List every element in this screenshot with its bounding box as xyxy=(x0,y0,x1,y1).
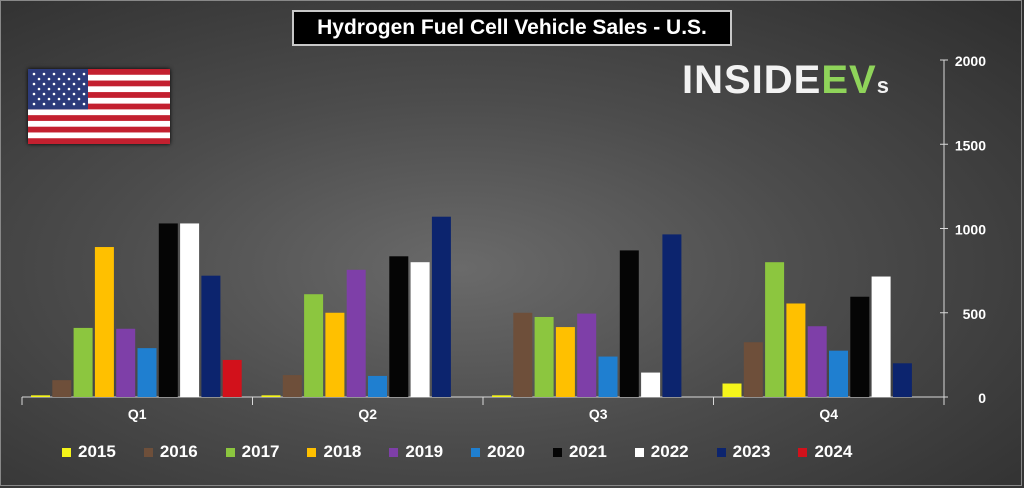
x-category-label: Q4 xyxy=(819,406,838,422)
legend-swatch xyxy=(307,447,317,457)
legend-swatch xyxy=(225,447,235,457)
legend-item-2022: 2022 xyxy=(634,442,689,462)
bar-2023-q3 xyxy=(662,234,682,397)
bar-2022-q3 xyxy=(641,372,661,397)
legend-swatch xyxy=(471,447,481,457)
legend-swatch xyxy=(634,447,644,457)
legend-item-2019: 2019 xyxy=(389,442,443,462)
legend-label: 2021 xyxy=(568,442,607,461)
bar-2017-q3 xyxy=(534,316,554,397)
bar-2015-q4 xyxy=(722,383,742,397)
bar-2015-q3 xyxy=(492,395,511,397)
legend-item-2016: 2016 xyxy=(143,442,198,462)
bar-2019-q2 xyxy=(346,269,366,397)
legend-label: 2020 xyxy=(487,442,525,461)
bar-2015-q2 xyxy=(261,395,281,397)
bar-2019-q3 xyxy=(577,313,597,397)
legend-label: 2018 xyxy=(323,442,362,461)
bar-2020-q2 xyxy=(368,375,387,397)
bar-2018-q1 xyxy=(94,247,114,397)
legend-item-2021: 2021 xyxy=(552,442,607,462)
chart-title: Hydrogen Fuel Cell Vehicle Sales - U.S. xyxy=(292,10,732,46)
bar-2021-q4 xyxy=(850,296,870,397)
bar-2021-q2 xyxy=(389,256,409,397)
legend-swatch xyxy=(798,447,808,457)
x-category-label: Q2 xyxy=(358,406,377,422)
us-flag-icon xyxy=(28,69,170,144)
x-category-label: Q3 xyxy=(589,406,608,422)
bar-2018-q4 xyxy=(786,303,806,397)
bar-2020-q1 xyxy=(137,348,157,397)
legend-swatch xyxy=(552,447,562,457)
legend-label: 2016 xyxy=(159,442,198,461)
bar-2023-q1 xyxy=(201,275,221,397)
bar-2021-q1 xyxy=(158,223,178,397)
legend-label: 2015 xyxy=(78,442,116,461)
legend-item-2015: 2015 xyxy=(62,442,116,462)
bar-2017-q2 xyxy=(304,294,324,397)
legend-swatch xyxy=(143,447,153,457)
legend-swatch xyxy=(716,447,726,457)
logo-ev-text: EV xyxy=(821,58,877,102)
legend-item-2023: 2023 xyxy=(716,442,771,462)
legend-label: 2017 xyxy=(241,442,280,461)
y-tick-label: 1000 xyxy=(955,222,986,238)
bar-2020-q3 xyxy=(598,356,618,397)
bar-2018-q2 xyxy=(325,312,345,397)
logo-inside-text: INSIDE xyxy=(682,58,822,102)
y-tick-label: 2000 xyxy=(955,53,986,69)
bar-2021-q3 xyxy=(619,250,639,397)
insideevs-logo: INSIDEEVs xyxy=(682,58,890,108)
bar-2023-q2 xyxy=(431,216,451,397)
bar-2018-q3 xyxy=(555,327,575,397)
bar-2016-q4 xyxy=(743,342,763,397)
bar-2024-q1 xyxy=(222,359,242,397)
bar-2015-q1 xyxy=(31,395,50,397)
bar-2016-q2 xyxy=(282,375,302,397)
bar-2022-q2 xyxy=(410,262,430,397)
logo-s-text: s xyxy=(876,73,890,98)
x-category-label: Q1 xyxy=(128,406,147,422)
legend-label: 2024 xyxy=(814,442,853,461)
bar-2019-q4 xyxy=(807,326,827,397)
bar-2022-q4 xyxy=(871,276,891,397)
legend-item-2018: 2018 xyxy=(307,442,361,462)
bar-2016-q3 xyxy=(513,312,533,397)
bar-2020-q4 xyxy=(829,350,848,397)
legend-label: 2023 xyxy=(732,442,771,461)
legend-item-2024: 2024 xyxy=(798,442,852,462)
y-tick-label: 500 xyxy=(963,306,987,322)
bar-2017-q1 xyxy=(73,327,93,397)
legend-item-2020: 2020 xyxy=(471,442,525,462)
y-tick-label: 0 xyxy=(978,390,986,406)
legend-label: 2022 xyxy=(650,442,689,461)
bar-2017-q4 xyxy=(765,262,785,397)
legend-label: 2019 xyxy=(405,442,444,461)
legend-item-2017: 2017 xyxy=(225,442,280,462)
bar-2016-q1 xyxy=(52,380,72,397)
y-tick-label: 1500 xyxy=(955,137,986,153)
legend-swatch xyxy=(389,447,399,457)
bar-2023-q4 xyxy=(892,363,912,397)
bar-2019-q1 xyxy=(116,328,136,397)
chart-legend: 2015 2016 2017 2018 2019 2020 2021 2022 2023 2024 xyxy=(62,442,880,462)
legend-swatch xyxy=(62,447,71,457)
bar-2022-q1 xyxy=(180,223,200,397)
